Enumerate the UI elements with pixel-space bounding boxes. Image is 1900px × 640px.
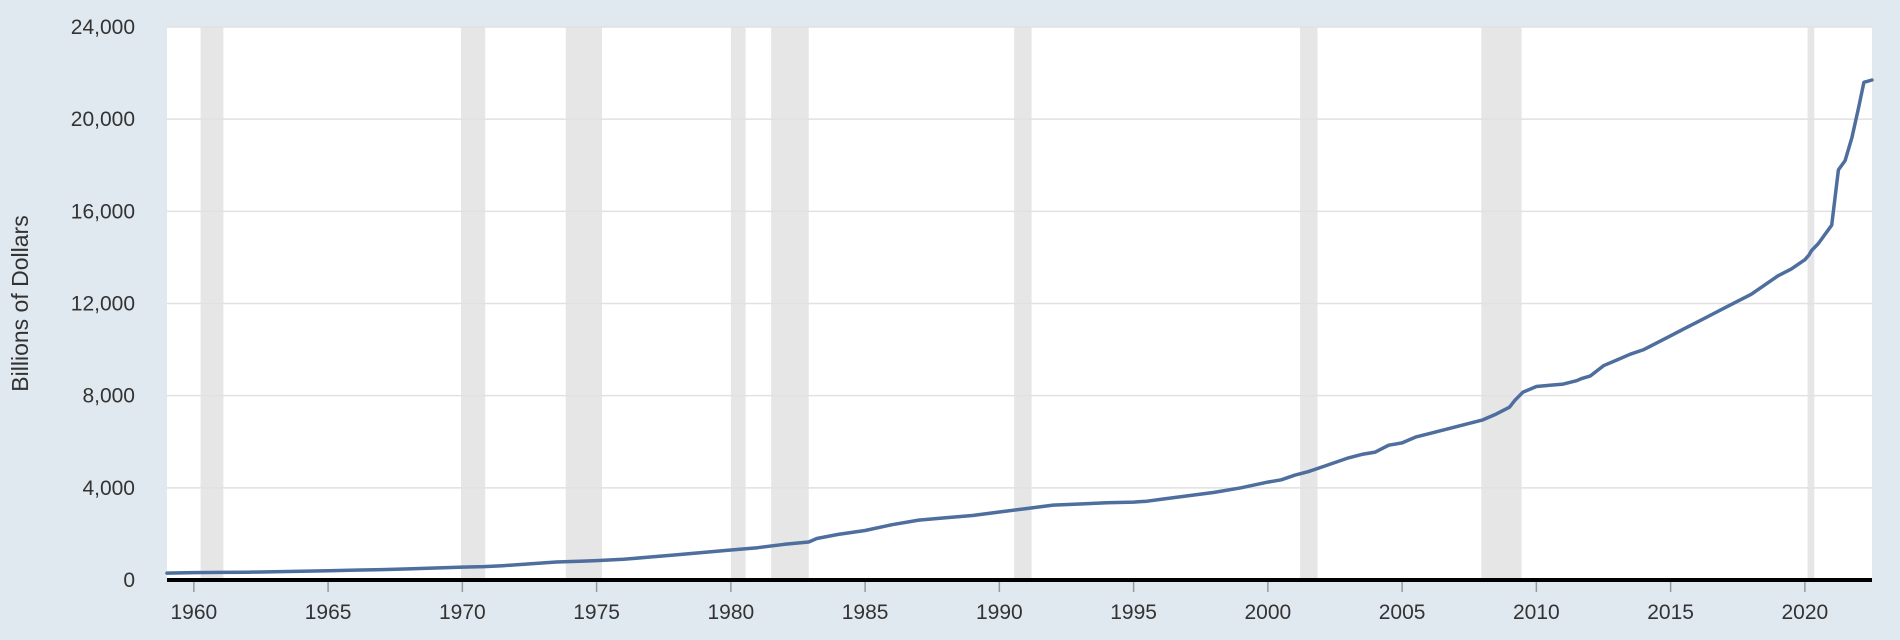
- x-tick-labels: 1960 1965 1970 1975 1980 1985 1990 1995 2000 2005…: [170, 582, 1828, 624]
- y-tick-label: 8,000: [82, 385, 135, 408]
- x-tick-label: 1970: [439, 601, 486, 624]
- x-tick-label: 1975: [573, 601, 620, 624]
- x-tick-label: 2020: [1782, 601, 1829, 624]
- y-tick-label: 4,000: [82, 477, 135, 500]
- series-layer: [165, 78, 1874, 575]
- x-tick-label: 1980: [707, 601, 754, 624]
- x-tick-label: 1965: [305, 601, 352, 624]
- gridlines: [167, 26, 1872, 489]
- y-tick-label: 12,000: [71, 293, 135, 316]
- x-tick-label: 1990: [976, 601, 1023, 624]
- x-tick-label: 2000: [1245, 601, 1292, 624]
- y-axis-title: Billions of Dollars: [7, 215, 33, 391]
- x-tick-label: 1985: [842, 601, 889, 624]
- x-tick-label: 2010: [1513, 601, 1560, 624]
- series-line: [165, 78, 1874, 575]
- y-tick-labels: 0 4,000 8,000 12,000 16,000 20,000 24,000: [71, 16, 135, 592]
- x-tick-label: 1960: [170, 601, 217, 624]
- x-tick-label: 2005: [1379, 601, 1426, 624]
- y-tick-label: 20,000: [71, 108, 135, 131]
- y-tick-label: 0: [123, 569, 135, 592]
- y-tick-label: 24,000: [71, 16, 135, 39]
- x-tick-label: 1995: [1110, 601, 1157, 624]
- y-tick-label: 16,000: [71, 200, 135, 223]
- x-tick-label: 2015: [1647, 601, 1694, 624]
